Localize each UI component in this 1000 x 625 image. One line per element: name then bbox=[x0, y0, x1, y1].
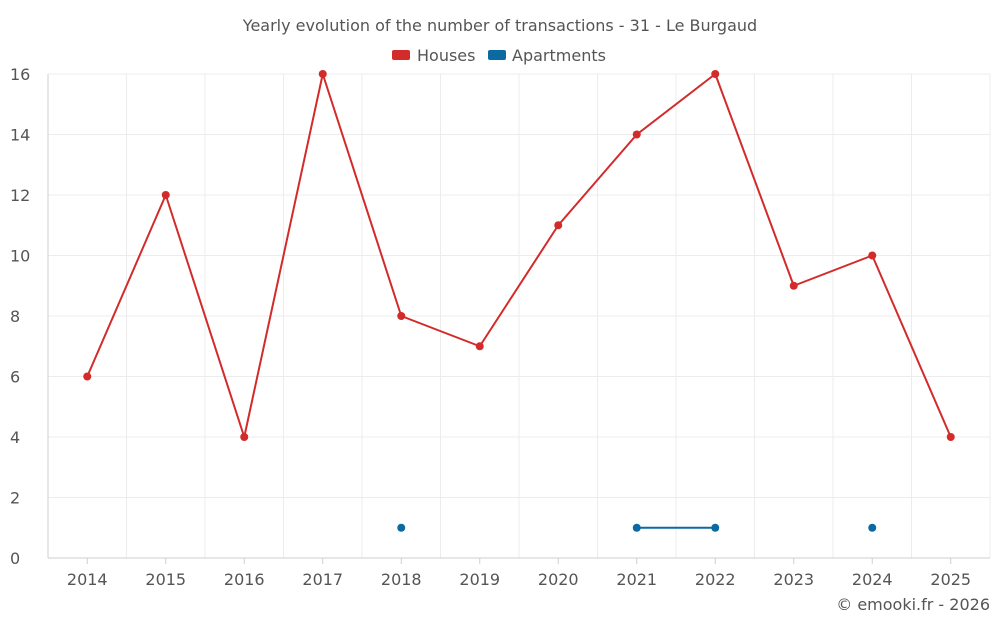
x-tick-label: 2016 bbox=[224, 570, 265, 589]
y-tick-label: 4 bbox=[10, 428, 20, 447]
series-line-houses bbox=[164, 194, 246, 438]
series-apartments bbox=[397, 523, 877, 532]
data-point-houses[interactable] bbox=[318, 70, 327, 78]
legend-label-houses: Houses bbox=[417, 46, 475, 65]
legend-swatch-houses bbox=[392, 50, 410, 60]
data-point-houses[interactable] bbox=[161, 191, 170, 199]
grid bbox=[47, 73, 991, 559]
series-line-houses bbox=[792, 254, 874, 287]
credit-text: © emooki.fr - 2026 bbox=[836, 595, 990, 614]
data-point-houses[interactable] bbox=[946, 433, 955, 441]
y-tick-label: 12 bbox=[10, 186, 30, 205]
y-tick-label: 16 bbox=[10, 65, 30, 84]
series-houses bbox=[83, 70, 955, 441]
x-axis: 2014 2015 2016 2017 2018 2019 2020 2021 2022 2023… bbox=[48, 557, 990, 589]
legend-label-apartments: Apartments bbox=[512, 46, 606, 65]
data-point-apartments[interactable] bbox=[868, 523, 877, 532]
series-line-houses bbox=[400, 315, 481, 348]
data-point-houses[interactable] bbox=[475, 342, 484, 351]
data-point-apartments[interactable] bbox=[711, 523, 720, 532]
x-tick-label: 2021 bbox=[616, 570, 657, 589]
series-line-houses bbox=[86, 194, 167, 378]
x-tick-label: 2020 bbox=[538, 570, 579, 589]
data-point-houses[interactable] bbox=[240, 433, 249, 441]
series-line-houses bbox=[714, 73, 795, 287]
y-tick-label: 0 bbox=[10, 549, 20, 568]
data-point-apartments[interactable] bbox=[632, 523, 641, 532]
legend-item-apartments[interactable]: Apartments bbox=[488, 46, 606, 65]
x-tick-label: 2025 bbox=[930, 570, 971, 589]
series-line-houses bbox=[243, 73, 324, 438]
legend-item-houses[interactable]: Houses bbox=[392, 46, 475, 65]
series-group bbox=[83, 70, 955, 532]
data-point-apartments[interactable] bbox=[397, 523, 406, 532]
x-tick-label: 2018 bbox=[381, 570, 422, 589]
x-tick-label: 2017 bbox=[302, 570, 343, 589]
y-tick-label: 14 bbox=[10, 126, 30, 145]
data-point-houses[interactable] bbox=[554, 221, 563, 230]
legend[interactable]: Houses Apartments bbox=[392, 46, 606, 65]
data-point-houses[interactable] bbox=[789, 281, 798, 290]
chart-title: Yearly evolution of the number of transa… bbox=[242, 16, 757, 35]
data-point-houses[interactable] bbox=[397, 312, 406, 320]
y-tick-label: 2 bbox=[10, 489, 20, 508]
x-tick-label: 2014 bbox=[67, 570, 108, 589]
y-axis: 0 2 4 6 8 10 12 14 16 bbox=[10, 65, 49, 568]
y-tick-label: 6 bbox=[10, 368, 20, 387]
data-point-houses[interactable] bbox=[711, 70, 720, 78]
series-line-houses bbox=[635, 73, 717, 136]
x-tick-label: 2015 bbox=[145, 570, 186, 589]
x-tick-label: 2023 bbox=[773, 570, 814, 589]
data-point-houses[interactable] bbox=[83, 372, 92, 381]
x-tick-label: 2022 bbox=[695, 570, 736, 589]
series-line-houses bbox=[321, 73, 403, 317]
y-tick-label: 8 bbox=[10, 307, 20, 326]
legend-swatch-apartments bbox=[488, 50, 506, 60]
series-line-houses bbox=[871, 254, 952, 438]
series-line-houses bbox=[478, 224, 560, 348]
x-tick-label: 2024 bbox=[852, 570, 893, 589]
y-tick-label: 10 bbox=[10, 247, 30, 266]
data-point-houses[interactable] bbox=[868, 251, 877, 260]
data-point-houses[interactable] bbox=[632, 130, 641, 139]
x-tick-label: 2019 bbox=[459, 570, 500, 589]
series-line-houses bbox=[557, 133, 638, 227]
